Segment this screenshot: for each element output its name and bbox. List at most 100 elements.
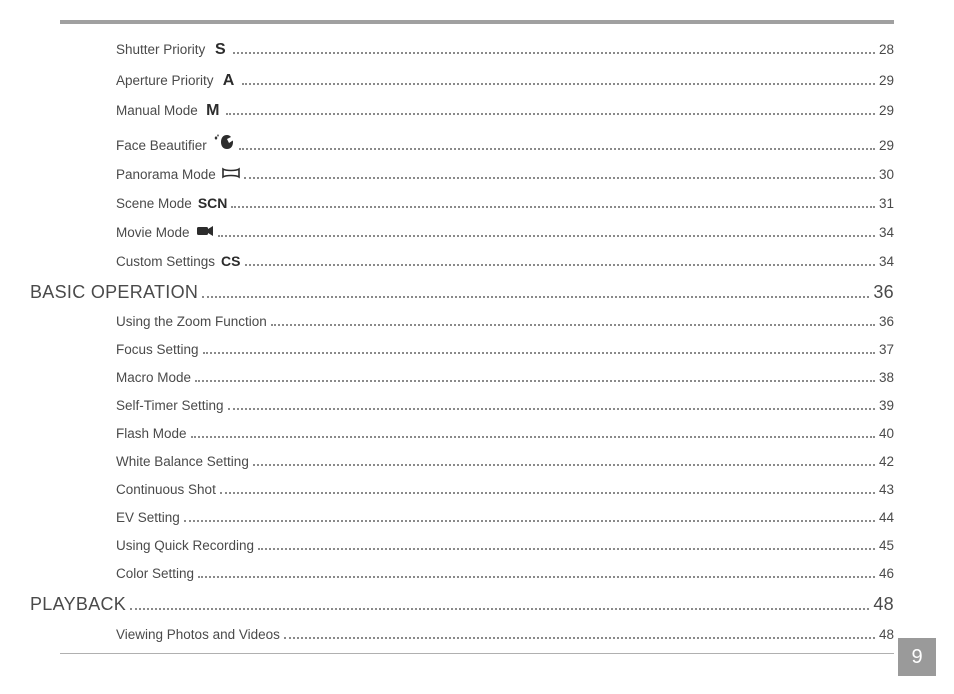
dot-leader bbox=[253, 464, 875, 466]
toc-label-text: Panorama Mode bbox=[116, 168, 216, 182]
dot-leader bbox=[195, 380, 875, 382]
dot-leader bbox=[244, 177, 875, 179]
toc-page-number: 34 bbox=[879, 226, 894, 240]
toc-label: Custom Settings CS bbox=[116, 254, 241, 269]
toc-label: Shutter Priority S bbox=[116, 42, 229, 58]
toc-label-text: White Balance Setting bbox=[116, 455, 249, 469]
dot-leader bbox=[218, 235, 875, 237]
toc-entry-row: Using the Zoom Function 36 bbox=[60, 315, 894, 329]
toc-label-text: Scene Mode bbox=[116, 197, 192, 211]
toc-label-text: EV Setting bbox=[116, 511, 180, 525]
table-of-contents: Shutter PriorityS28Aperture PriorityA29M… bbox=[60, 42, 894, 641]
toc-entry-row: Panorama Mode 30 bbox=[60, 167, 894, 182]
toc-entry-row: Aperture PriorityA29 bbox=[60, 73, 894, 89]
toc-label-text: PLAYBACK bbox=[30, 595, 126, 613]
toc-label-text: Continuous Shot bbox=[116, 483, 216, 497]
toc-page-number: 39 bbox=[879, 399, 894, 413]
dot-leader bbox=[198, 576, 875, 578]
cs-mode-icon: CS bbox=[221, 254, 240, 268]
dot-leader bbox=[271, 324, 875, 326]
toc-entry-row: Manual Mode M 29 bbox=[60, 103, 894, 119]
dot-leader bbox=[242, 83, 875, 85]
toc-label: Aperture Priority A bbox=[116, 73, 238, 89]
toc-page-number: 42 bbox=[879, 455, 894, 469]
toc-entry-row: White Balance Setting 42 bbox=[60, 455, 894, 469]
toc-page-number: 36 bbox=[879, 315, 894, 329]
toc-section-row: BASIC OPERATION 36 bbox=[30, 283, 894, 301]
toc-label: Face Beautifier bbox=[116, 134, 235, 153]
toc-entry-row: Continuous Shot 43 bbox=[60, 483, 894, 497]
toc-label: Focus Setting bbox=[116, 343, 199, 357]
toc-entry-row: Flash Mode40 bbox=[60, 427, 894, 441]
face-beautifier-icon bbox=[213, 134, 235, 150]
s-mode-icon: S bbox=[211, 42, 229, 58]
toc-label: Panorama Mode bbox=[116, 167, 240, 182]
toc-label: Flash Mode bbox=[116, 427, 187, 441]
toc-label-text: Viewing Photos and Videos bbox=[116, 628, 280, 642]
dot-leader bbox=[220, 492, 875, 494]
panorama-icon bbox=[222, 167, 240, 179]
toc-label-text: Movie Mode bbox=[116, 226, 190, 240]
toc-label-text: Using Quick Recording bbox=[116, 539, 254, 553]
toc-label: EV Setting bbox=[116, 511, 180, 525]
toc-label: BASIC OPERATION bbox=[30, 283, 198, 301]
dot-leader bbox=[231, 206, 875, 208]
dot-leader bbox=[258, 548, 875, 550]
toc-page-number: 45 bbox=[879, 539, 894, 553]
toc-page-number: 37 bbox=[879, 343, 894, 357]
toc-label: Movie Mode bbox=[116, 225, 214, 240]
toc-entry-row: Scene Mode SCN 31 bbox=[60, 196, 894, 211]
toc-label-text: Aperture Priority bbox=[116, 74, 214, 88]
toc-label: PLAYBACK bbox=[30, 595, 126, 613]
dot-leader bbox=[226, 113, 875, 115]
page-number-badge: 9 bbox=[898, 638, 936, 676]
toc-label: White Balance Setting bbox=[116, 455, 249, 469]
toc-page-number: 29 bbox=[879, 104, 894, 118]
dot-leader bbox=[233, 52, 875, 54]
dot-leader bbox=[228, 408, 875, 410]
toc-section-row: PLAYBACK 48 bbox=[30, 595, 894, 613]
dot-leader bbox=[284, 637, 875, 639]
scn-mode-icon: SCN bbox=[198, 196, 228, 210]
toc-page-number: 48 bbox=[873, 595, 894, 613]
toc-entry-row: Face Beautifier 29 bbox=[60, 134, 894, 153]
toc-entry-row: Viewing Photos and Videos 48 bbox=[60, 628, 894, 642]
toc-page-number: 31 bbox=[879, 197, 894, 211]
toc-page-number: 28 bbox=[879, 43, 894, 57]
toc-page-number: 34 bbox=[879, 255, 894, 269]
toc-entry-row: Self-Timer Setting 39 bbox=[60, 399, 894, 413]
toc-label-text: Color Setting bbox=[116, 567, 194, 581]
bottom-rule bbox=[60, 653, 894, 654]
m-mode-icon: M bbox=[204, 103, 222, 119]
toc-page-number: 43 bbox=[879, 483, 894, 497]
page-number: 9 bbox=[911, 646, 922, 669]
a-mode-icon: A bbox=[220, 73, 238, 89]
dot-leader bbox=[202, 296, 869, 298]
dot-leader bbox=[130, 608, 869, 610]
toc-page-number: 30 bbox=[879, 168, 894, 182]
toc-label: Color Setting bbox=[116, 567, 194, 581]
toc-label-text: Face Beautifier bbox=[116, 139, 207, 153]
toc-label: Macro Mode bbox=[116, 371, 191, 385]
toc-label-text: Macro Mode bbox=[116, 371, 191, 385]
toc-label-text: Shutter Priority bbox=[116, 43, 205, 57]
toc-label-text: Using the Zoom Function bbox=[116, 315, 267, 329]
toc-page-number: 29 bbox=[879, 139, 894, 153]
toc-entry-row: Color Setting46 bbox=[60, 567, 894, 581]
toc-label: Manual Mode M bbox=[116, 103, 222, 119]
toc-entry-row: Using Quick Recording 45 bbox=[60, 539, 894, 553]
toc-page-number: 48 bbox=[879, 628, 894, 642]
dot-leader bbox=[191, 436, 875, 438]
toc-label: Self-Timer Setting bbox=[116, 399, 224, 413]
toc-label: Continuous Shot bbox=[116, 483, 216, 497]
toc-label-text: Self-Timer Setting bbox=[116, 399, 224, 413]
toc-entry-row: Movie Mode 34 bbox=[60, 225, 894, 240]
dot-leader bbox=[203, 352, 875, 354]
toc-entry-row: Shutter Priority S 28 bbox=[60, 42, 894, 58]
toc-label-text: BASIC OPERATION bbox=[30, 283, 198, 301]
toc-label-text: Custom Settings bbox=[116, 255, 215, 269]
toc-label-text: Manual Mode bbox=[116, 104, 198, 118]
toc-label: Using Quick Recording bbox=[116, 539, 254, 553]
toc-page-number: 36 bbox=[873, 283, 894, 301]
toc-label: Using the Zoom Function bbox=[116, 315, 267, 329]
